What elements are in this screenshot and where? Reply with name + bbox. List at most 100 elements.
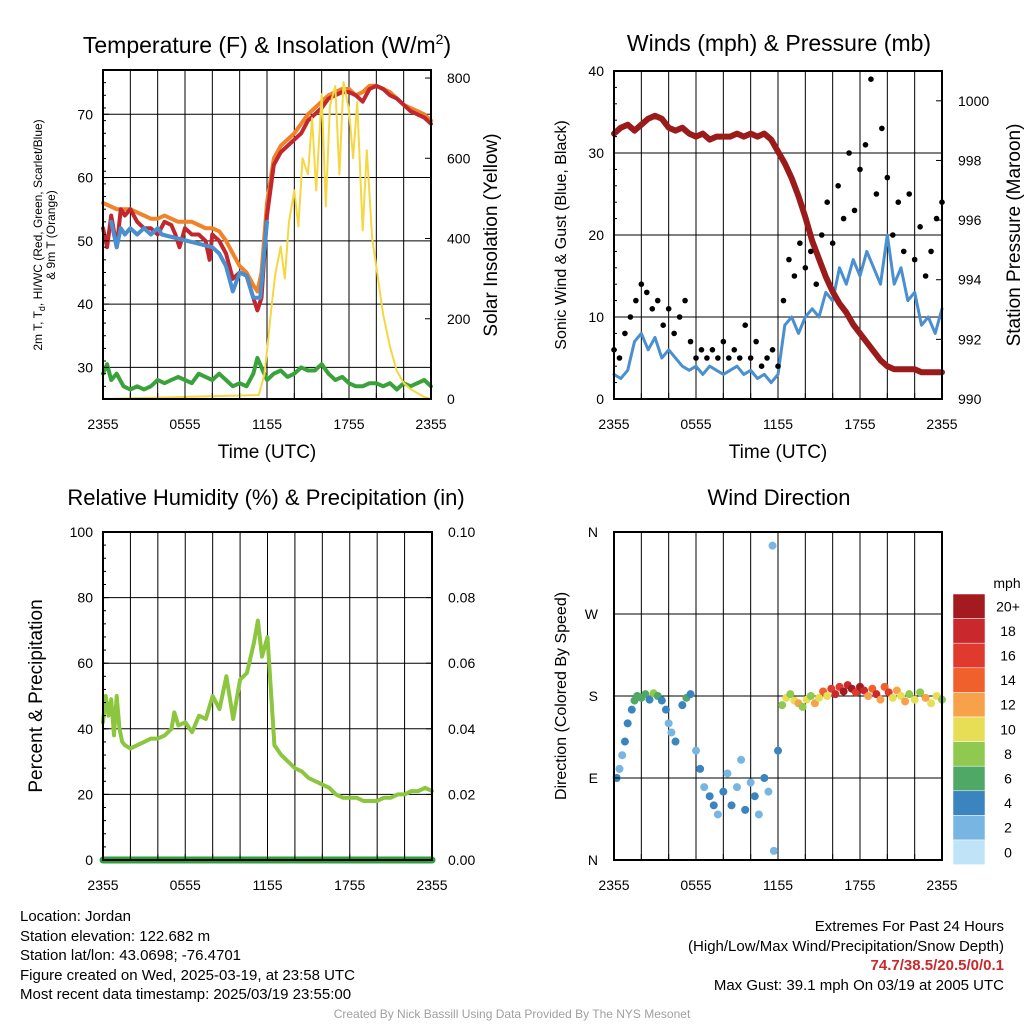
gust-point: [654, 297, 661, 304]
y-tick-label-right: 1000: [958, 93, 989, 109]
gust-point: [840, 215, 847, 222]
y-tick-label-right: 0.00: [448, 852, 475, 868]
station-latlon: Station lat/lon: 43.0698; -76.4701: [20, 947, 242, 965]
winds-x-ticks: 2355 0555 1155 1755 2355: [598, 393, 958, 432]
station-elevation: Station elevation: 122.682 m: [20, 927, 211, 945]
humidity-left-ticks: 0 20 40 60 80 100: [70, 524, 109, 868]
station-location: Location: Jordan: [20, 908, 131, 925]
x-tick-label: 0555: [169, 416, 200, 432]
direction-title: Wind Direction: [707, 485, 850, 510]
winds-ylabel-right: Station Pressure (Maroon): [1004, 124, 1024, 347]
gust-point: [644, 289, 650, 296]
direction-point: [827, 684, 836, 693]
winds-panel: Winds (mph) & Pressure (mb) 0 10 20 30 40 99…: [553, 30, 1024, 463]
y-tick-label: 60: [77, 170, 93, 186]
gust-point: [851, 207, 858, 214]
x-tick-label: 2355: [926, 416, 957, 432]
extremes-subtitle: (High/Low/Max Wind/Precipitation/Snow De…: [688, 937, 1004, 955]
y-tick-label: 20: [77, 786, 93, 802]
x-tick-label: 0555: [680, 416, 711, 432]
gust-point: [709, 347, 716, 353]
temperature-left-ticks: 30 40 50 60 70: [77, 69, 109, 400]
winds-left-ticks: 0 10 20 30 40: [588, 63, 620, 407]
direction-point: [667, 728, 676, 737]
gust-point: [753, 338, 759, 345]
humidity-grid: [103, 532, 432, 860]
direction-tick-label: S: [589, 688, 598, 704]
gust-point: [676, 314, 683, 320]
temperature-panel: Temperature (F) & Insolation (W/m2) 30 40…: [31, 31, 502, 463]
temperature-right-ticks: 0 200 400 600 800: [425, 70, 471, 407]
colorbar-label: 10: [1000, 721, 1016, 737]
direction-point: [901, 697, 910, 706]
x-tick-label: 2355: [416, 877, 447, 893]
gust-point: [835, 183, 841, 189]
winds-xlabel: Time (UTC): [729, 442, 828, 463]
extremes-values: 74.7/38.5/20.5/0/0.1: [870, 957, 1004, 975]
credit-line: Created By Nick Bassill Using Data Provi…: [333, 1007, 691, 1021]
direction-point: [884, 688, 893, 697]
direction-point: [746, 778, 755, 787]
gust-point: [922, 273, 929, 279]
gust-point: [879, 125, 885, 132]
x-tick-label: 2355: [598, 877, 629, 893]
y-tick-label: 0: [85, 852, 93, 868]
direction-point: [831, 690, 840, 699]
direction-point: [754, 810, 763, 819]
humidity-title: Relative Humidity (%) & Precipitation (i…: [67, 485, 464, 510]
direction-point: [620, 737, 629, 746]
gust-point: [616, 355, 623, 361]
gust-point: [693, 355, 699, 361]
direction-point: [664, 719, 673, 728]
direction-point: [709, 801, 718, 810]
humidity-x-ticks: 2355 0555 1155 1755 2355: [87, 854, 448, 893]
gust-point: [884, 174, 891, 181]
figure-created: Figure created on Wed, 2025-03-19, at 23…: [20, 966, 355, 984]
direction-tick-label: E: [589, 770, 598, 786]
y-tick-label-right: 800: [447, 70, 471, 86]
x-tick-label: 1155: [252, 877, 282, 893]
y-tick-label: 50: [77, 233, 93, 249]
y-tick-label-right: 0.10: [448, 524, 475, 540]
gust-point: [890, 232, 896, 238]
colorbar-swatch: [952, 790, 986, 816]
colorbar-swatch: [952, 839, 986, 865]
y-tick-label-right: 990: [958, 391, 982, 407]
direction-point: [661, 705, 670, 714]
direction-point: [760, 774, 769, 782]
x-tick-label: 1755: [844, 877, 875, 893]
x-tick-label: 1155: [763, 877, 793, 893]
direction-point: [719, 787, 728, 796]
humidity-right-ticks: 0.00 0.02 0.04 0.06 0.08 0.10: [426, 524, 475, 868]
gust-point: [857, 166, 863, 173]
gust-point: [742, 322, 748, 329]
colorbar-label: 2: [1004, 820, 1012, 836]
direction-point: [705, 792, 714, 801]
gust-point: [627, 314, 634, 320]
gust-point: [846, 150, 852, 156]
direction-point: [692, 746, 700, 755]
direction-point: [768, 541, 777, 550]
direction-tick-label: W: [585, 606, 599, 622]
gust-point: [704, 355, 710, 361]
y-tick-label: 10: [588, 309, 604, 325]
x-tick-label: 2355: [598, 416, 629, 432]
x-tick-label: 2355: [87, 416, 118, 432]
x-tick-label: 1155: [252, 416, 282, 432]
gust-point: [906, 191, 912, 197]
direction-point: [880, 682, 889, 691]
gust-point: [726, 355, 732, 361]
y-tick-label: 60: [77, 655, 93, 671]
direction-point: [897, 692, 905, 700]
x-tick-label: 2355: [415, 416, 446, 432]
colorbar-swatch: [952, 765, 986, 792]
series-line-relative-humidity: [101, 618, 434, 803]
winds-series: [611, 76, 945, 385]
gust-point: [671, 330, 677, 337]
direction-point: [750, 792, 759, 801]
series-line-2m-t: [101, 83, 433, 313]
x-tick-label: 1755: [333, 416, 364, 432]
y-tick-label: 40: [77, 296, 93, 312]
